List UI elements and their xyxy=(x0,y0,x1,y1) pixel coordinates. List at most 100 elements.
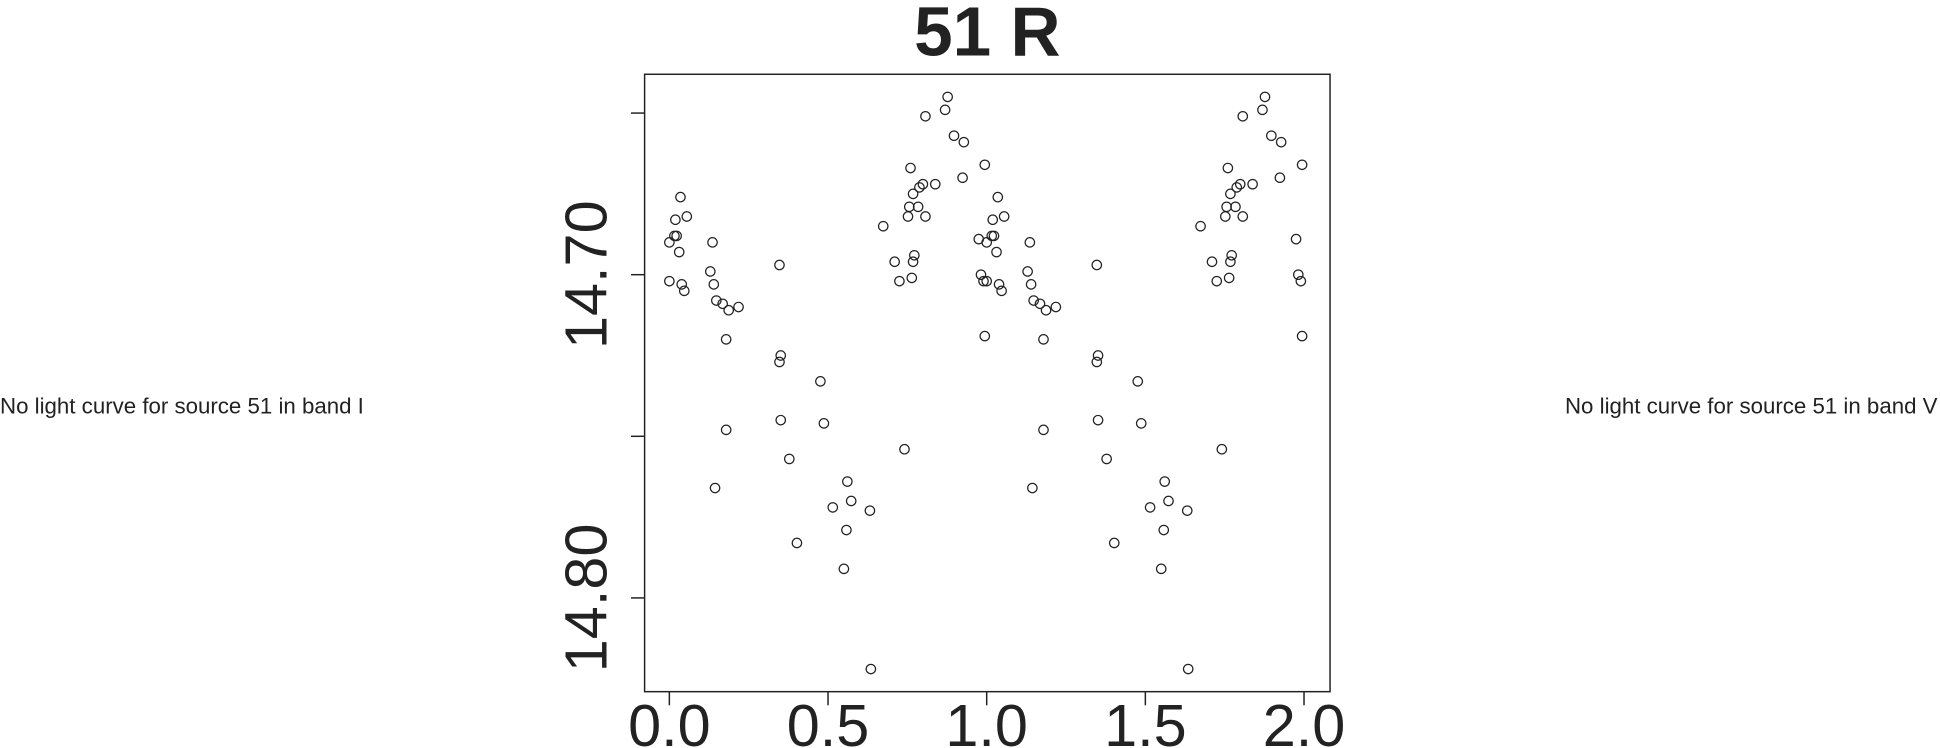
point xyxy=(1237,110,1249,122)
point xyxy=(1231,182,1243,193)
point xyxy=(1296,330,1308,342)
point xyxy=(877,220,889,232)
point xyxy=(664,275,675,287)
point xyxy=(1274,172,1286,184)
point xyxy=(1108,537,1120,549)
point xyxy=(988,230,1000,242)
point xyxy=(1101,453,1112,465)
point xyxy=(1163,495,1174,507)
x-tick-label: 1.0 xyxy=(945,692,1028,748)
point xyxy=(1182,663,1194,675)
point xyxy=(717,298,728,310)
point xyxy=(929,178,941,190)
point xyxy=(958,136,970,148)
point xyxy=(1040,304,1052,316)
point xyxy=(1216,443,1228,455)
point xyxy=(707,237,718,248)
point xyxy=(948,130,960,142)
point xyxy=(889,256,900,268)
point xyxy=(865,663,877,675)
point xyxy=(907,188,919,200)
point xyxy=(1290,233,1302,245)
point xyxy=(838,563,850,575)
point xyxy=(1195,220,1206,232)
x-tick-label: 2.0 xyxy=(1263,692,1346,748)
point xyxy=(1219,211,1231,222)
point xyxy=(920,211,931,222)
point xyxy=(1034,298,1046,310)
point xyxy=(1237,211,1249,222)
point xyxy=(720,334,732,345)
point xyxy=(818,418,830,429)
point xyxy=(1266,130,1277,142)
point xyxy=(708,279,720,290)
point xyxy=(1211,275,1223,287)
point xyxy=(909,249,920,261)
point xyxy=(1135,418,1147,429)
point xyxy=(1027,482,1038,494)
point xyxy=(1091,259,1103,271)
point xyxy=(1155,563,1167,575)
point xyxy=(723,304,735,316)
point xyxy=(1247,178,1258,190)
point xyxy=(1092,350,1104,361)
point xyxy=(1158,524,1170,536)
annotation: No light curve for source 51 in band V xyxy=(1565,393,1938,418)
point xyxy=(678,285,690,297)
point xyxy=(1181,505,1193,516)
point xyxy=(992,191,1004,203)
point xyxy=(1025,279,1037,290)
point xyxy=(1259,91,1271,103)
plot-frame xyxy=(643,73,1331,693)
point xyxy=(1226,249,1237,261)
point xyxy=(1144,502,1156,513)
point xyxy=(905,162,916,174)
point xyxy=(704,266,716,277)
point xyxy=(903,201,915,213)
point xyxy=(676,279,688,290)
point xyxy=(1206,256,1218,268)
point xyxy=(979,159,991,171)
point xyxy=(991,246,1002,258)
point xyxy=(669,230,680,242)
point xyxy=(1234,178,1246,190)
point xyxy=(842,476,853,487)
point xyxy=(1225,188,1236,200)
point xyxy=(1159,476,1171,487)
x-tick-label: 0.5 xyxy=(787,692,870,748)
point xyxy=(986,230,998,242)
point xyxy=(1132,376,1144,387)
point xyxy=(1038,334,1049,345)
point xyxy=(1292,269,1304,281)
point xyxy=(775,414,787,426)
point xyxy=(1230,201,1241,213)
point xyxy=(664,237,675,248)
point xyxy=(827,502,839,513)
point xyxy=(675,191,686,203)
point xyxy=(1295,275,1307,287)
point xyxy=(815,376,826,387)
point xyxy=(1028,295,1039,306)
point xyxy=(942,91,953,103)
point xyxy=(1221,201,1232,213)
point xyxy=(1296,159,1308,171)
point xyxy=(783,453,795,465)
point xyxy=(993,279,1005,290)
point xyxy=(733,301,744,313)
point xyxy=(912,201,924,213)
point xyxy=(774,356,785,368)
point xyxy=(775,350,787,361)
point xyxy=(673,246,685,258)
point xyxy=(1275,136,1287,148)
x-tick-label: 0.0 xyxy=(628,692,711,748)
point xyxy=(841,524,852,536)
point xyxy=(1225,256,1236,268)
point xyxy=(899,443,910,455)
point xyxy=(1024,237,1036,248)
point xyxy=(981,275,993,287)
y-tick-label: 14.80 xyxy=(552,524,619,673)
annotation: No light curve for source 51 in band I xyxy=(0,393,364,418)
point xyxy=(975,269,987,281)
